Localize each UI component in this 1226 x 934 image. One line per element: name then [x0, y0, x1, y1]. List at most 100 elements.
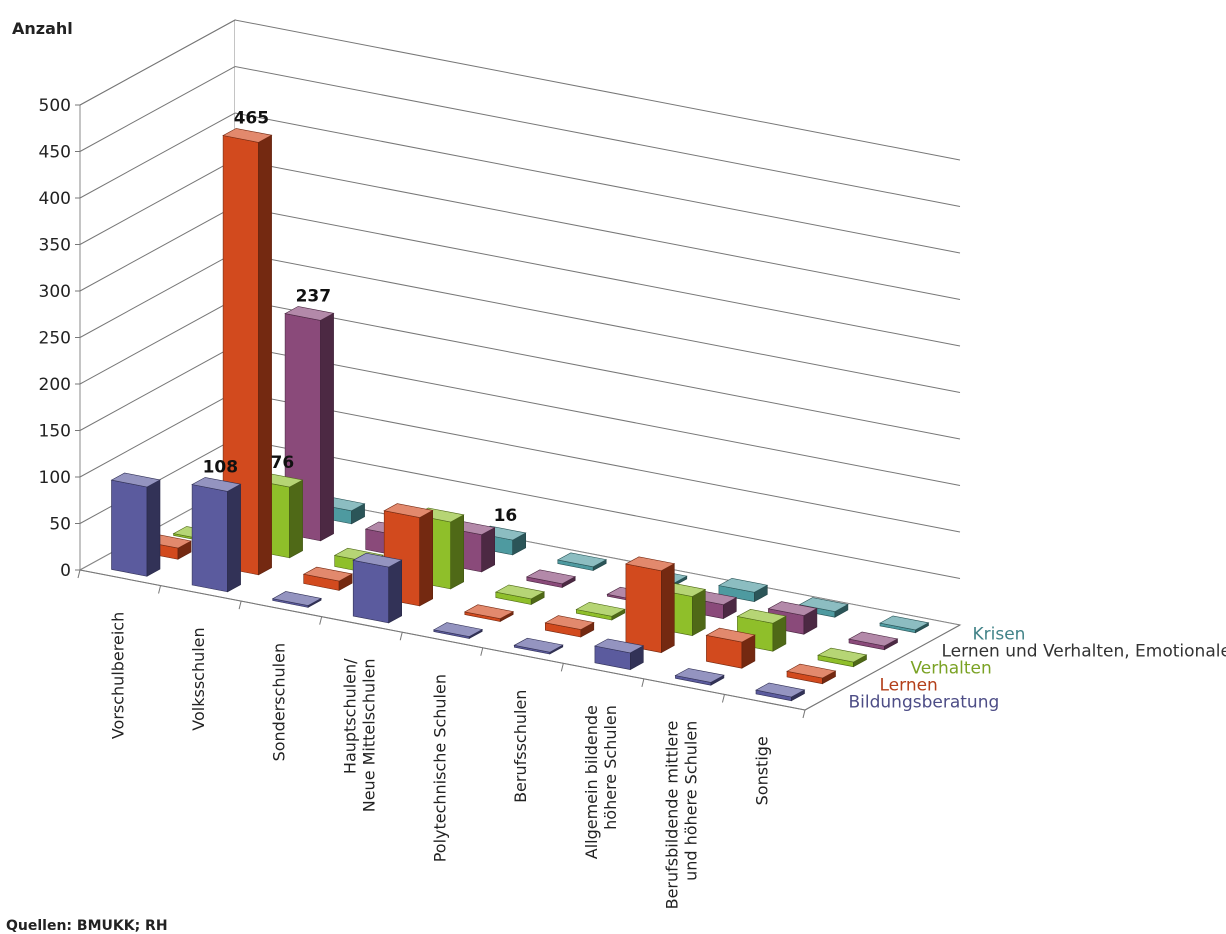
bar-side-face: [258, 134, 272, 576]
category-label: Hauptschulen/Neue Mittelschulen: [340, 658, 378, 812]
bar-top-face: [494, 584, 546, 600]
bar-bildungsberatung-2: [191, 477, 242, 593]
bar-top-face: [736, 608, 787, 624]
category-label-line: Sonstige: [753, 736, 772, 805]
bar-top-face: [191, 477, 242, 492]
bar-side-face: [691, 588, 706, 637]
category-label: Sonstige: [753, 736, 772, 805]
data-labels: 465 237 108 76 16: [203, 108, 518, 526]
category-label: Berufsbildende mittlereund höhere Schule…: [663, 721, 701, 910]
x-tick-mark: [319, 616, 323, 625]
legend-item-bildungsberatung: Bildungsberatung: [849, 693, 1000, 713]
x-tick-mark: [721, 694, 725, 703]
x-tick-mark: [480, 647, 484, 656]
category-label-line: Neue Mittelschulen: [359, 658, 378, 812]
bar-lernen-5: [463, 604, 515, 623]
legend-item-lernen-und-verhalten-emotionales: Lernen und Verhalten, Emotionales: [942, 642, 1226, 662]
bar-bildungsberatung-4: [352, 552, 403, 624]
bar-front-face: [625, 563, 662, 653]
bar-top-face: [755, 682, 806, 698]
bar-bildungsberatung-6: [513, 637, 564, 655]
category-label: Allgemein bildendehöhere Schulen: [582, 705, 620, 859]
y-tick-label: 350: [39, 236, 71, 256]
bar-front-face: [352, 559, 390, 624]
y-tick-label: 450: [39, 143, 71, 163]
bar-front-face: [191, 484, 228, 593]
bar-lernen-3: [302, 566, 353, 591]
data-label: 237: [296, 286, 332, 306]
y-tick-label: 150: [39, 422, 71, 442]
bar-lernen-8: [705, 627, 756, 669]
bar-bildungsberatung-1: [110, 472, 161, 577]
bar-side-face: [450, 514, 465, 590]
bar-top-face: [284, 306, 335, 321]
category-label-line: Allgemein bildende: [582, 705, 601, 859]
y-tick-label: 0: [60, 561, 71, 581]
y-tick-label: 400: [39, 189, 71, 209]
legend-item-lernen: Lernen: [880, 676, 938, 696]
category-label: Sonderschulen: [269, 643, 288, 762]
bar-krisen-7: [718, 577, 769, 603]
bar-lernen-6: [544, 615, 595, 638]
y-tick-label: 200: [39, 375, 71, 395]
bar-lernen-2: [222, 128, 273, 576]
bar-top-face: [674, 668, 725, 683]
bar-side-face: [320, 312, 334, 542]
category-label: Berufsschulen: [511, 690, 530, 803]
category-label-line: höhere Schulen: [601, 705, 620, 830]
bar-top-face: [767, 601, 818, 616]
bar-top-face: [302, 566, 353, 582]
category-label-line: Sonderschulen: [269, 643, 288, 762]
bar-top-face: [575, 601, 626, 617]
gridline: [79, 19, 961, 161]
category-label-line: Berufsbildende mittlere: [663, 721, 682, 910]
bars: [110, 128, 930, 702]
legend-item-verhalten: Verhalten: [911, 659, 992, 679]
bar-top-face: [705, 627, 756, 643]
category-label-line: Hauptschulen/: [340, 658, 359, 774]
y-axis-ticks: 0 50 100 150 200 250 300 350 400 450 500: [39, 96, 80, 581]
bar-krisen-5: [556, 552, 608, 572]
x-tick-mark: [77, 569, 81, 579]
bar-top-face: [625, 556, 676, 572]
category-label: Volksschulen: [189, 627, 208, 730]
bar-top-face: [848, 631, 899, 647]
x-axis-line: [79, 569, 806, 711]
bar-side-face: [146, 479, 161, 577]
bar-top-face: [544, 615, 595, 630]
bar-top-face: [110, 472, 161, 488]
bar-lernen-und-verhalten-emotionales-5: [525, 569, 577, 589]
gridline: [79, 65, 961, 207]
bar-side-face: [289, 479, 303, 559]
x-tick-mark: [158, 585, 162, 594]
bar-top-face: [352, 552, 403, 568]
bar-side-face: [388, 559, 403, 624]
bar-verhalten-9: [817, 647, 868, 668]
depth-axis-line: [804, 624, 961, 711]
bar-top-face: [463, 604, 515, 620]
bar-lernen-und-verhalten-emotionales-9: [848, 631, 899, 651]
bar-top-face: [879, 615, 930, 631]
bar-lernen-9: [786, 663, 837, 685]
category-label: Polytechnische Schulen: [431, 674, 450, 862]
x-tick-mark: [399, 632, 403, 641]
bar-side-face: [660, 563, 675, 654]
y-axis-label: Anzahl: [12, 19, 73, 38]
bar-top-face: [513, 637, 564, 653]
data-label: 76: [270, 453, 294, 473]
bar-lernen-7: [625, 556, 676, 654]
x-tick-mark: [560, 663, 564, 672]
x-tick-mark: [238, 600, 242, 610]
bar-top-face: [718, 577, 769, 593]
category-labels: Vorschulbereich Volksschulen Sonderschulen…: [108, 612, 771, 910]
bar-verhalten-6: [575, 601, 626, 621]
bar-bildungsberatung-3: [271, 591, 322, 608]
bar-top-face: [594, 638, 645, 654]
bar-top-face: [222, 128, 273, 143]
y-tick-label: 50: [49, 515, 71, 535]
bar-top-face: [525, 569, 577, 585]
bar-verhalten-5: [494, 584, 546, 606]
category-label-line: und höhere Schulen: [682, 721, 701, 881]
